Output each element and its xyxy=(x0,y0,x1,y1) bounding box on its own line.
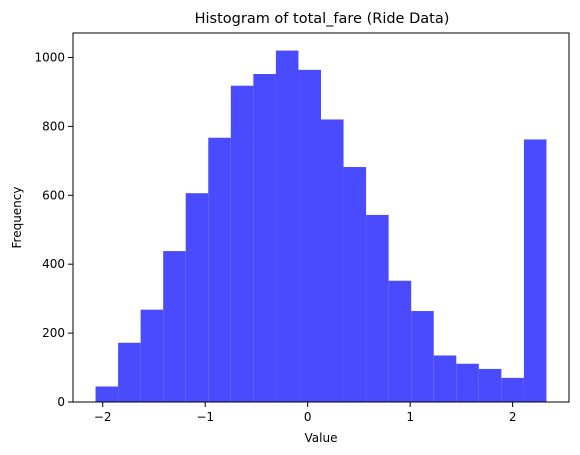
histogram-bar-14 xyxy=(411,311,434,402)
histogram-bar-4 xyxy=(186,193,209,402)
bars-group xyxy=(96,51,547,402)
y-tick-label-4: 800 xyxy=(42,119,65,133)
histogram-bar-17 xyxy=(479,369,502,402)
chart-title: Histogram of total_fare (Ride Data) xyxy=(195,11,450,27)
histogram-bar-15 xyxy=(434,355,457,402)
y-tick-label-5: 1000 xyxy=(34,50,65,64)
x-tick-label-4: 2 xyxy=(509,410,517,424)
histogram-bar-3 xyxy=(163,251,186,402)
y-tick-label-3: 600 xyxy=(42,188,65,202)
histogram-bar-19 xyxy=(524,139,547,402)
x-axis-label: Value xyxy=(305,431,338,445)
x-axis-ticks: −2 −1 0 1 2 xyxy=(94,402,517,424)
histogram-bar-10 xyxy=(321,119,344,402)
y-axis-ticks: 0 200 400 600 800 1000 xyxy=(34,50,73,409)
histogram-bar-5 xyxy=(208,138,231,402)
histogram-bar-7 xyxy=(253,74,276,402)
histogram-bar-12 xyxy=(366,215,389,402)
histogram-bar-13 xyxy=(389,281,412,402)
histogram-bar-11 xyxy=(344,167,367,402)
histogram-bar-2 xyxy=(141,310,164,402)
y-axis-label: Frequency xyxy=(10,187,24,249)
y-tick-label-1: 200 xyxy=(42,326,65,340)
y-tick-label-2: 400 xyxy=(42,257,65,271)
histogram-bar-0 xyxy=(96,386,119,402)
histogram-bar-8 xyxy=(276,51,299,402)
y-tick-label-0: 0 xyxy=(57,395,65,409)
histogram-bar-16 xyxy=(456,364,479,402)
histogram-bar-9 xyxy=(298,70,321,402)
histogram-bar-1 xyxy=(118,343,141,402)
x-tick-label-2: 0 xyxy=(304,410,312,424)
histogram-bar-18 xyxy=(501,378,524,402)
x-tick-label-3: 1 xyxy=(406,410,414,424)
histogram-bar-6 xyxy=(231,86,254,402)
x-tick-label-1: −1 xyxy=(196,410,214,424)
x-tick-label-0: −2 xyxy=(94,410,112,424)
